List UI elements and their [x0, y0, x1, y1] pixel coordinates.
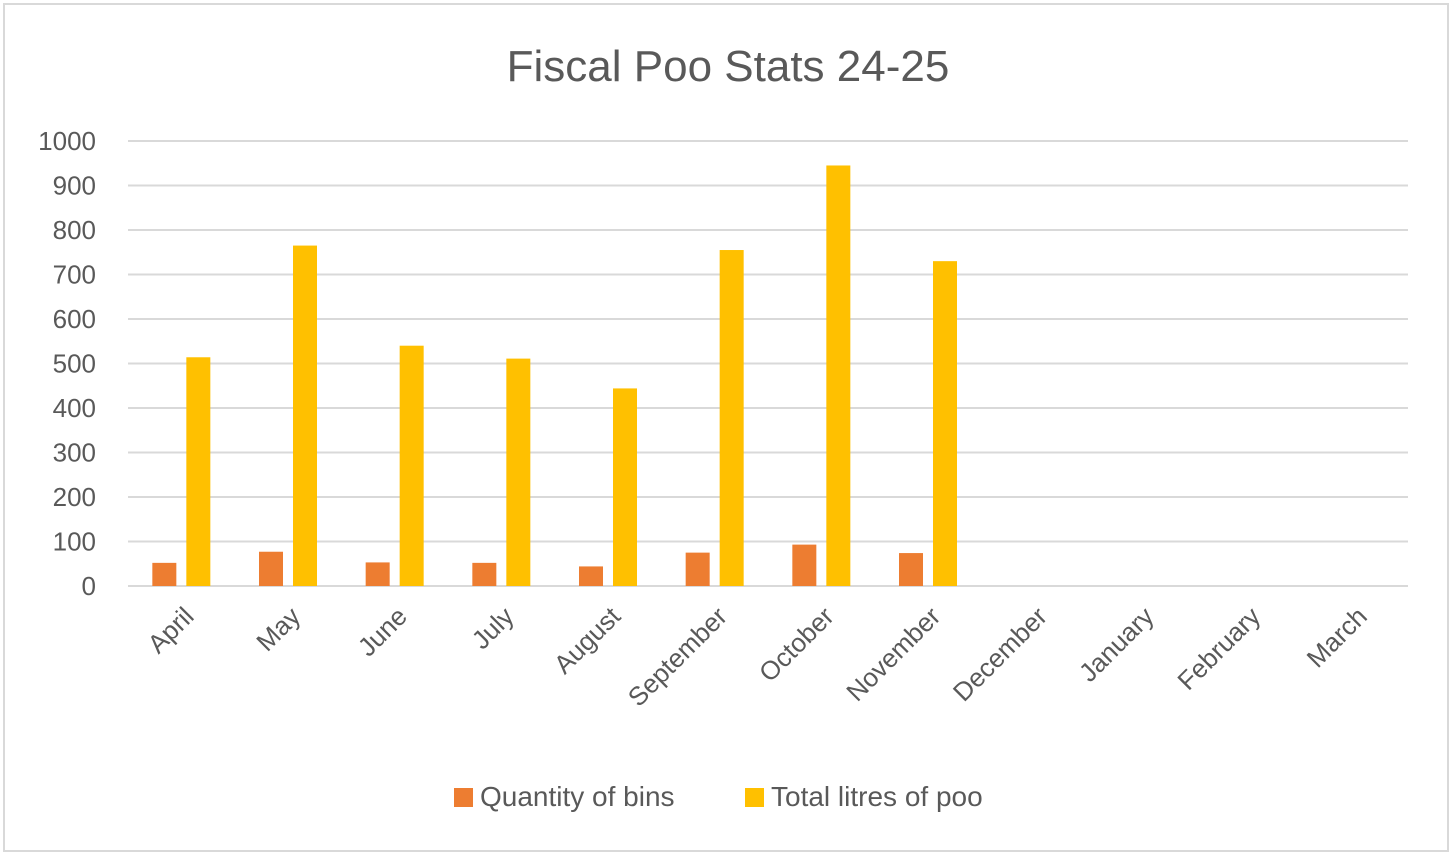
bar-litres [186, 357, 211, 586]
legend-label: Total litres of poo [771, 781, 983, 812]
bar-litres [399, 345, 424, 586]
x-tick-label: February [1171, 601, 1266, 696]
y-tick-label: 0 [82, 571, 96, 601]
y-tick-label: 400 [53, 393, 96, 423]
legend-label: Quantity of bins [480, 781, 675, 812]
legend-swatch [745, 788, 764, 807]
y-tick-label: 500 [53, 349, 96, 379]
bar-litres [719, 250, 744, 586]
bar-litres [293, 245, 317, 586]
bar-bins [259, 551, 283, 586]
y-tick-label: 600 [53, 304, 96, 334]
x-tick-label: December [947, 601, 1053, 707]
y-tick-label: 200 [53, 482, 96, 512]
y-tick-label: 100 [53, 527, 96, 557]
bar-litres [826, 165, 851, 586]
x-tick-label: November [840, 601, 946, 707]
x-tick-label: July [466, 601, 520, 655]
bar-bins [899, 553, 923, 586]
y-tick-label: 700 [53, 260, 96, 290]
y-tick-label: 300 [53, 438, 96, 468]
bar-bins [365, 562, 390, 586]
x-tick-label: April [142, 601, 200, 659]
bar-bins [152, 562, 177, 586]
y-tick-label: 900 [53, 171, 96, 201]
legend: Quantity of bins Total litres of poo [454, 781, 983, 812]
bar-bins [579, 566, 603, 586]
bar-bins [685, 552, 710, 586]
x-tick-label: May [250, 601, 306, 657]
bar-litres [613, 388, 637, 586]
x-tick-label: October [753, 601, 840, 688]
bar-litres [506, 358, 531, 586]
x-tick-label: August [548, 600, 627, 679]
y-axis: 0 100 200 300 400 500 600 700 800 900 1000 [38, 126, 96, 601]
x-tick-label: September [622, 601, 733, 712]
bar-litres [933, 261, 957, 586]
y-tick-label: 1000 [38, 126, 96, 156]
chart-title: Fiscal Poo Stats 24-25 [507, 42, 950, 91]
bar-bins [792, 544, 817, 586]
bar-bins [472, 562, 497, 586]
y-tick-label: 800 [53, 215, 96, 245]
x-tick-label: March [1301, 601, 1373, 673]
bars [152, 165, 957, 586]
legend-swatch [454, 788, 473, 807]
x-tick-label: January [1073, 601, 1160, 688]
gridlines [128, 140, 1408, 587]
x-tick-label: June [352, 601, 413, 662]
